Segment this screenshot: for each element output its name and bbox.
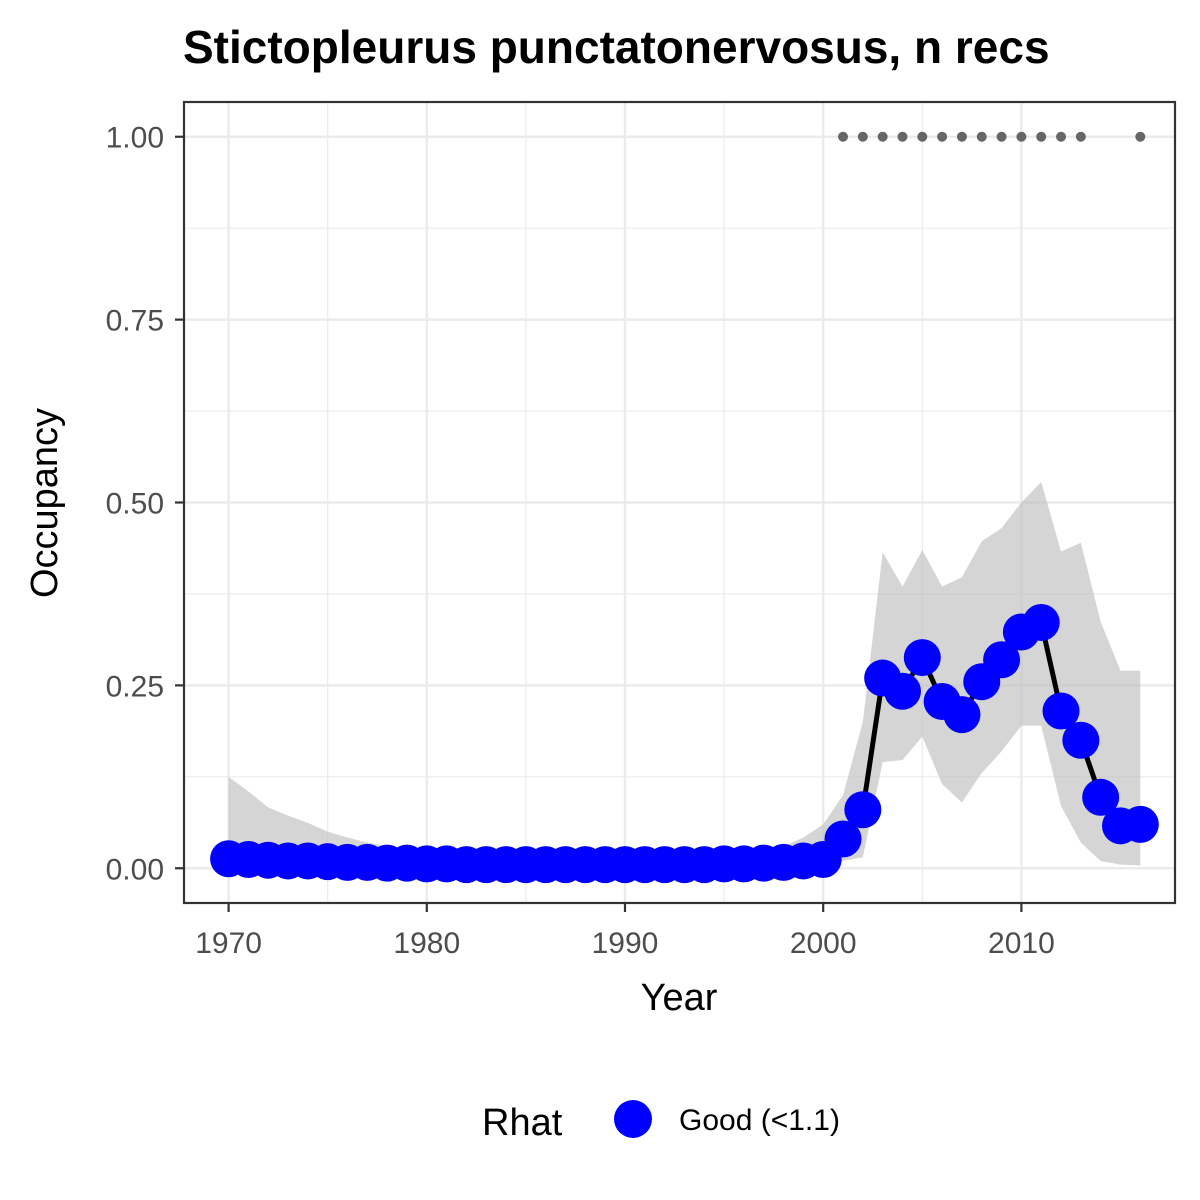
record-marker — [996, 131, 1007, 142]
y-tick-label: 1.00 — [106, 122, 164, 155]
data-point — [1082, 778, 1120, 816]
data-point — [1042, 692, 1080, 730]
x-tick-label: 1990 — [592, 927, 659, 960]
ribbon-area — [228, 482, 1141, 869]
data-point — [943, 696, 981, 734]
occupancy-points — [210, 603, 1159, 884]
record-marker — [838, 131, 849, 142]
x-tick-label: 2000 — [790, 927, 857, 960]
record-marker — [1036, 131, 1047, 142]
record-marker — [917, 131, 928, 142]
x-tick-label: 2010 — [988, 927, 1055, 960]
data-point — [883, 672, 921, 710]
data-point — [824, 820, 862, 858]
record-marker — [857, 131, 868, 142]
data-point — [1121, 805, 1159, 843]
data-point — [983, 641, 1021, 679]
y-tick-label: 0.50 — [106, 488, 164, 521]
y-tick-label: 0.00 — [106, 853, 164, 886]
legend: Rhat Good (<1.1) — [482, 1100, 840, 1144]
record-year-markers — [838, 131, 1146, 142]
y-tick-label: 0.25 — [106, 670, 164, 703]
record-marker — [937, 131, 948, 142]
y-axis-title: Occupancy — [24, 408, 66, 598]
y-axis: 0.00 0.25 0.50 0.75 1.00 — [106, 122, 184, 886]
chart-title: Stictopleurus punctatonervosus, n recs — [183, 21, 1050, 73]
legend-title: Rhat — [482, 1102, 563, 1144]
x-axis: 1970 1980 1990 2000 2010 — [195, 903, 1055, 960]
legend-label-good: Good (<1.1) — [679, 1104, 840, 1137]
line-segment — [860, 677, 886, 811]
y-tick-label: 0.75 — [106, 305, 164, 338]
data-point — [1022, 603, 1060, 641]
record-marker — [976, 131, 987, 142]
record-marker — [1075, 131, 1086, 142]
record-marker — [1016, 131, 1027, 142]
data-point — [903, 639, 941, 677]
confidence-ribbon — [228, 482, 1141, 869]
x-tick-label: 1970 — [195, 927, 262, 960]
record-marker — [956, 131, 967, 142]
record-marker — [1135, 131, 1146, 142]
x-axis-title: Year — [641, 977, 718, 1019]
data-point — [1062, 721, 1100, 759]
record-marker — [1056, 131, 1067, 142]
data-point — [844, 791, 882, 829]
legend-key-good — [614, 1100, 652, 1138]
x-tick-label: 1980 — [393, 927, 460, 960]
record-marker — [877, 131, 888, 142]
record-marker — [897, 131, 908, 142]
